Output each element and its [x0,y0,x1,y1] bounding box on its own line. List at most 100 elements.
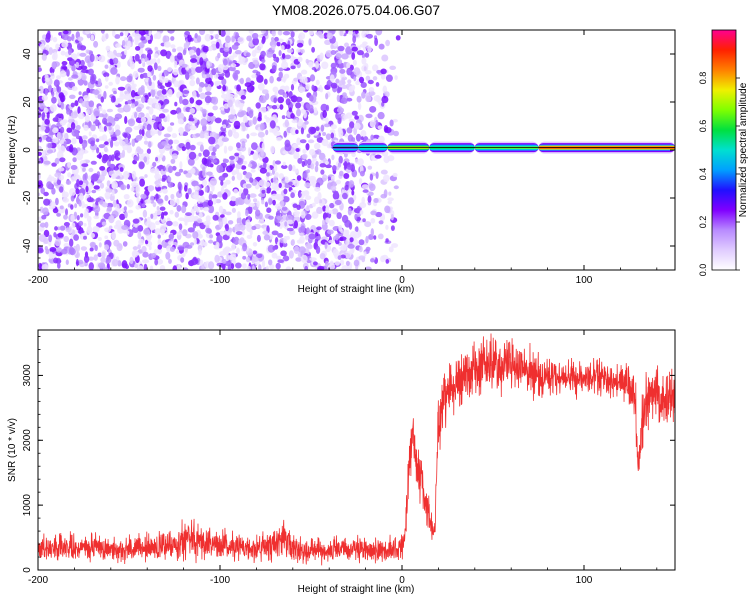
noise-cell [290,84,295,91]
noise-cell [276,215,283,220]
noise-cell [235,231,243,236]
noise-cell [306,158,312,166]
noise-cell [304,182,311,188]
noise-cell [181,205,187,214]
noise-cell [326,143,333,149]
noise-cell [177,246,185,251]
noise-cell [142,251,149,258]
noise-cell [94,244,98,252]
noise-cell [347,207,352,216]
noise-cell [185,212,192,217]
noise-cell [170,246,175,252]
noise-cell [256,234,261,243]
noise-cell [100,96,105,103]
noise-cell [317,265,325,270]
noise-cell [335,78,340,84]
noise-cell [90,160,97,165]
noise-cell [76,52,81,57]
noise-cell [38,234,47,243]
noise-cell [280,44,285,51]
noise-cell [171,133,178,139]
noise-cell [215,241,220,249]
noise-cell [108,81,113,86]
noise-cell [98,105,102,110]
colorbar-tick-label: 0.6 [698,120,708,133]
noise-cell [311,46,315,53]
noise-cell [269,75,274,84]
x-tick-label: -100 [210,575,230,586]
noise-cell [69,94,76,100]
noise-cell [381,95,389,104]
noise-cell [284,119,289,128]
noise-cell [236,157,244,165]
noise-cell [272,245,276,251]
noise-cell [387,200,393,205]
noise-cell [365,113,373,119]
noise-cell [238,102,245,107]
noise-cell [225,211,232,216]
noise-cell [98,55,106,63]
noise-cell [390,214,394,221]
noise-cell [283,73,290,79]
noise-cell [309,148,316,156]
noise-cell [198,212,203,219]
noise-cell [320,124,325,132]
noise-cell [238,238,243,245]
noise-cell [145,239,149,245]
noise-cell [185,141,191,150]
noise-cell [284,221,288,227]
noise-cell [247,147,251,155]
noise-cell [112,199,117,208]
noise-cell [218,75,224,81]
noise-cell [207,205,215,214]
noise-cell [188,49,195,56]
noise-cell [353,194,357,201]
noise-cell [46,149,54,154]
noise-cell [110,95,116,103]
noise-cell [119,140,126,147]
noise-cell [212,214,219,221]
noise-cell [227,93,234,98]
noise-cell [266,172,270,177]
noise-cell [71,74,79,79]
noise-cell [393,185,399,190]
noise-cell [127,99,133,105]
noise-cell [266,187,272,192]
noise-cell [220,214,225,218]
noise-cell [70,204,74,210]
x-tick-label: 0 [399,575,405,586]
noise-cell [154,46,158,51]
noise-cell [314,238,319,244]
noise-cell [190,167,196,175]
noise-cell [200,264,205,270]
noise-cell [331,154,335,161]
noise-cell [67,172,72,178]
noise-cell [319,163,327,168]
noise-cell [342,192,348,200]
noise-cell [123,104,131,113]
noise-cell [296,48,301,53]
noise-cell [121,40,126,46]
noise-cell [126,230,130,235]
noise-cell [137,90,145,96]
noise-cell [215,41,220,49]
noise-cell [130,103,136,109]
noise-cell [305,195,312,200]
noise-cell [383,174,390,183]
noise-cell [367,79,374,85]
noise-cell [251,74,257,79]
noise-cell [184,247,188,254]
noise-cell [41,112,46,120]
noise-cell [392,118,398,123]
noise-cell [322,219,326,226]
noise-cell [290,192,295,199]
noise-cell [187,34,192,43]
noise-cell [262,89,269,95]
noise-cell [191,180,199,187]
noise-cell [38,67,42,73]
noise-cell [255,209,261,217]
noise-cell [278,182,282,189]
noise-cell [198,86,203,93]
noise-cell [50,104,57,112]
noise-cell [152,114,157,120]
